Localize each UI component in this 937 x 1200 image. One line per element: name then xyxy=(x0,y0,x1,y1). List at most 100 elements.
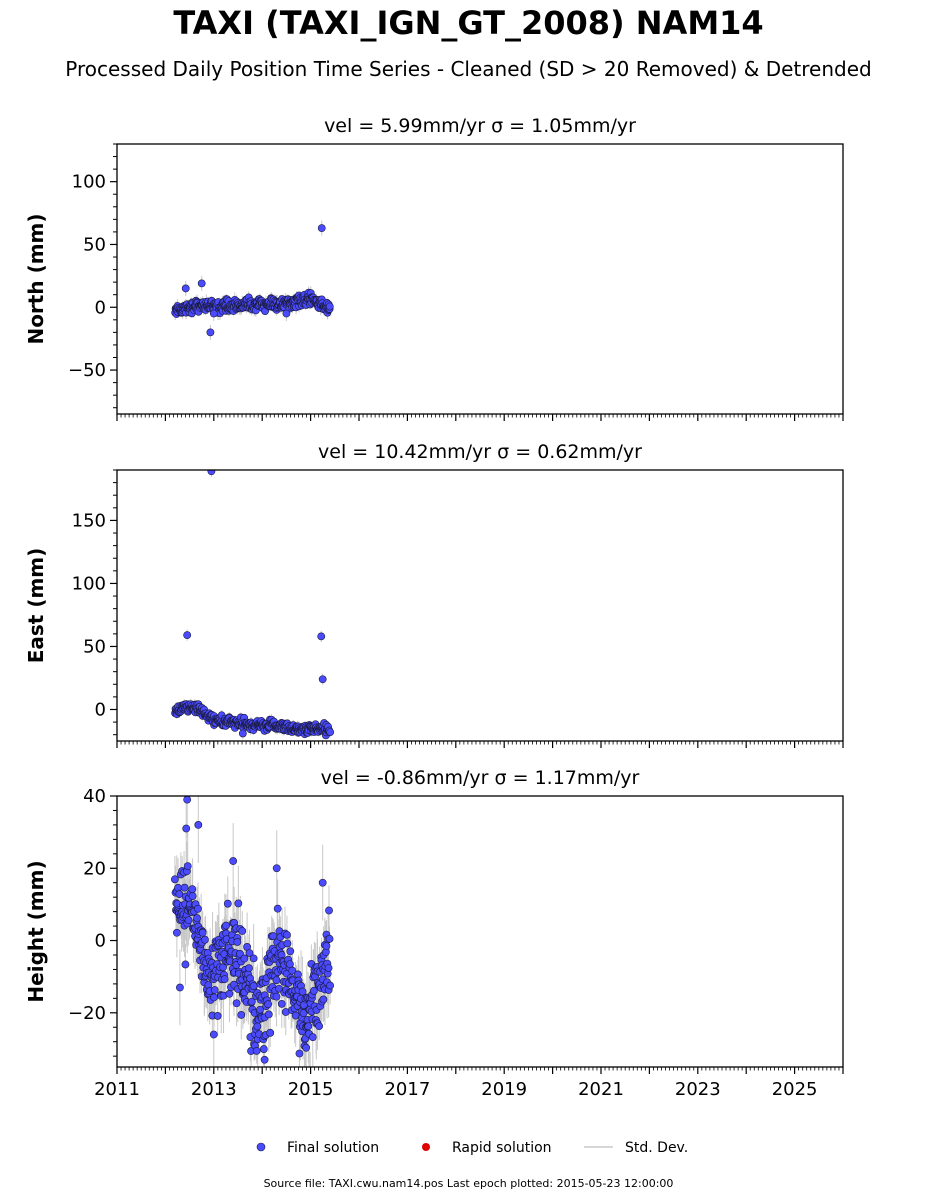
data-point xyxy=(181,284,190,293)
data-point xyxy=(304,1022,313,1031)
data-point xyxy=(325,906,333,915)
data-point xyxy=(272,976,281,985)
plot-frame xyxy=(116,143,844,415)
data-point xyxy=(233,938,242,946)
data-point xyxy=(318,878,327,887)
data-points xyxy=(171,220,334,340)
panel-height: vel = -0.86mm/yr σ = 1.17mm/yr Height (mm… xyxy=(24,767,844,1100)
data-point xyxy=(298,987,307,996)
data-point xyxy=(245,964,253,973)
data-point xyxy=(220,975,229,984)
data-point xyxy=(238,729,247,738)
data-point xyxy=(295,1049,304,1058)
legend: Final solution Rapid solution Std. Dev. xyxy=(256,1140,688,1156)
y-tick-label: 20 xyxy=(83,858,106,879)
data-point xyxy=(237,1011,246,1019)
data-point xyxy=(180,883,189,892)
legend-rapid-marker xyxy=(422,1143,430,1151)
data-point xyxy=(325,302,334,311)
y-tick-label: −20 xyxy=(68,1003,106,1024)
data-point xyxy=(182,824,191,833)
data-point xyxy=(260,1055,269,1064)
legend-stddev-label: Std. Dev. xyxy=(625,1140,688,1156)
data-point xyxy=(317,224,326,233)
y-tick-label: 40 xyxy=(83,786,106,807)
plot-frame xyxy=(116,469,844,742)
data-point xyxy=(223,899,232,908)
data-point xyxy=(266,1028,275,1037)
data-point xyxy=(229,857,238,865)
data-point xyxy=(197,279,206,288)
data-point xyxy=(283,939,292,948)
data-point xyxy=(264,1000,272,1009)
x-tick-label: 2021 xyxy=(578,1079,624,1100)
data-point xyxy=(213,1012,222,1020)
x-tick-label: 2025 xyxy=(772,1079,818,1100)
chart-subtitle: Processed Daily Position Time Series - C… xyxy=(65,57,872,81)
data-point xyxy=(288,966,297,975)
data-point xyxy=(318,675,327,684)
y-tick-label: −50 xyxy=(68,360,106,381)
data-points xyxy=(171,796,335,1067)
data-point xyxy=(245,949,254,957)
data-point xyxy=(188,885,197,894)
data-point xyxy=(210,993,218,1002)
y-tick-label: 100 xyxy=(72,573,106,594)
legend-rapid-label: Rapid solution xyxy=(452,1140,552,1156)
data-point xyxy=(319,995,328,1004)
data-point xyxy=(225,989,234,998)
data-point xyxy=(324,964,333,972)
data-point xyxy=(317,632,326,641)
data-point xyxy=(181,960,190,969)
data-point xyxy=(206,328,215,337)
data-point xyxy=(247,997,256,1006)
data-point xyxy=(277,999,286,1008)
y-axis-label: Height (mm) xyxy=(24,860,48,1002)
data-point xyxy=(222,921,230,930)
data-point xyxy=(240,954,249,963)
data-point xyxy=(183,631,192,640)
data-point xyxy=(201,935,209,944)
y-tick-label: 0 xyxy=(95,699,106,720)
data-points xyxy=(171,470,335,740)
data-point xyxy=(171,875,179,884)
y-tick-label: 100 xyxy=(72,172,106,193)
x-tick-label: 2013 xyxy=(191,1079,237,1100)
data-point xyxy=(302,1043,311,1052)
x-tick-label: 2017 xyxy=(384,1079,430,1100)
data-point xyxy=(326,728,335,737)
data-point xyxy=(210,986,219,994)
x-tick-label: 2011 xyxy=(94,1079,140,1100)
data-point xyxy=(252,1046,261,1055)
data-point xyxy=(326,981,335,990)
data-point xyxy=(264,1010,273,1019)
legend-final-label: Final solution xyxy=(287,1140,379,1156)
data-point xyxy=(283,930,291,939)
data-point xyxy=(253,1022,262,1031)
panel-east: vel = 10.42mm/yr σ = 0.62mm/yr East (mm) 0… xyxy=(24,441,844,748)
data-point xyxy=(209,1030,218,1039)
data-point xyxy=(249,954,258,963)
data-point xyxy=(249,982,258,990)
panel-north: vel = 5.99mm/yr σ = 1.05mm/yr North (mm)−… xyxy=(24,115,844,421)
y-tick-label: 150 xyxy=(72,510,106,531)
data-point xyxy=(309,986,318,995)
data-point xyxy=(238,927,247,935)
data-point xyxy=(184,916,193,925)
data-point xyxy=(183,796,192,804)
x-tick-label: 2015 xyxy=(288,1079,334,1100)
data-point xyxy=(188,892,197,900)
data-point xyxy=(194,904,202,913)
data-point xyxy=(269,932,278,940)
panel-title: vel = -0.86mm/yr σ = 1.17mm/yr xyxy=(321,767,640,789)
data-point xyxy=(194,821,203,829)
y-tick-label: 0 xyxy=(95,931,106,952)
y-tick-label: 50 xyxy=(83,636,106,657)
data-point xyxy=(172,928,181,937)
data-point xyxy=(234,899,243,908)
y-tick-label: 50 xyxy=(83,234,106,255)
data-point xyxy=(176,983,184,992)
data-point xyxy=(198,928,207,937)
data-point xyxy=(236,949,244,958)
